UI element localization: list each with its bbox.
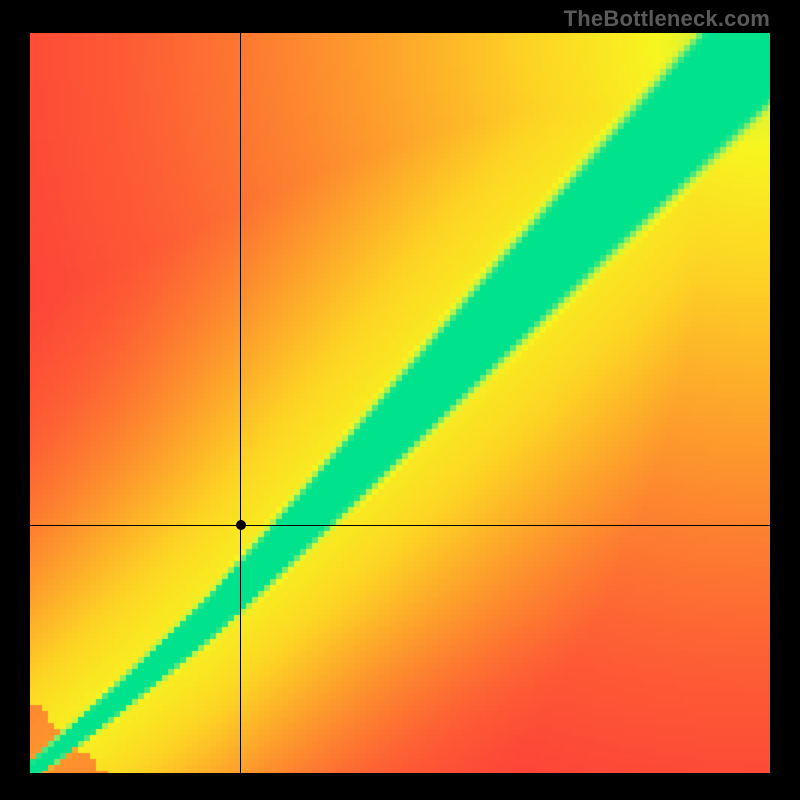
heatmap-canvas: [30, 33, 770, 773]
watermark-text: TheBottleneck.com: [564, 6, 770, 32]
crosshair-marker-dot: [236, 520, 246, 530]
chart-container: TheBottleneck.com: [0, 0, 800, 800]
